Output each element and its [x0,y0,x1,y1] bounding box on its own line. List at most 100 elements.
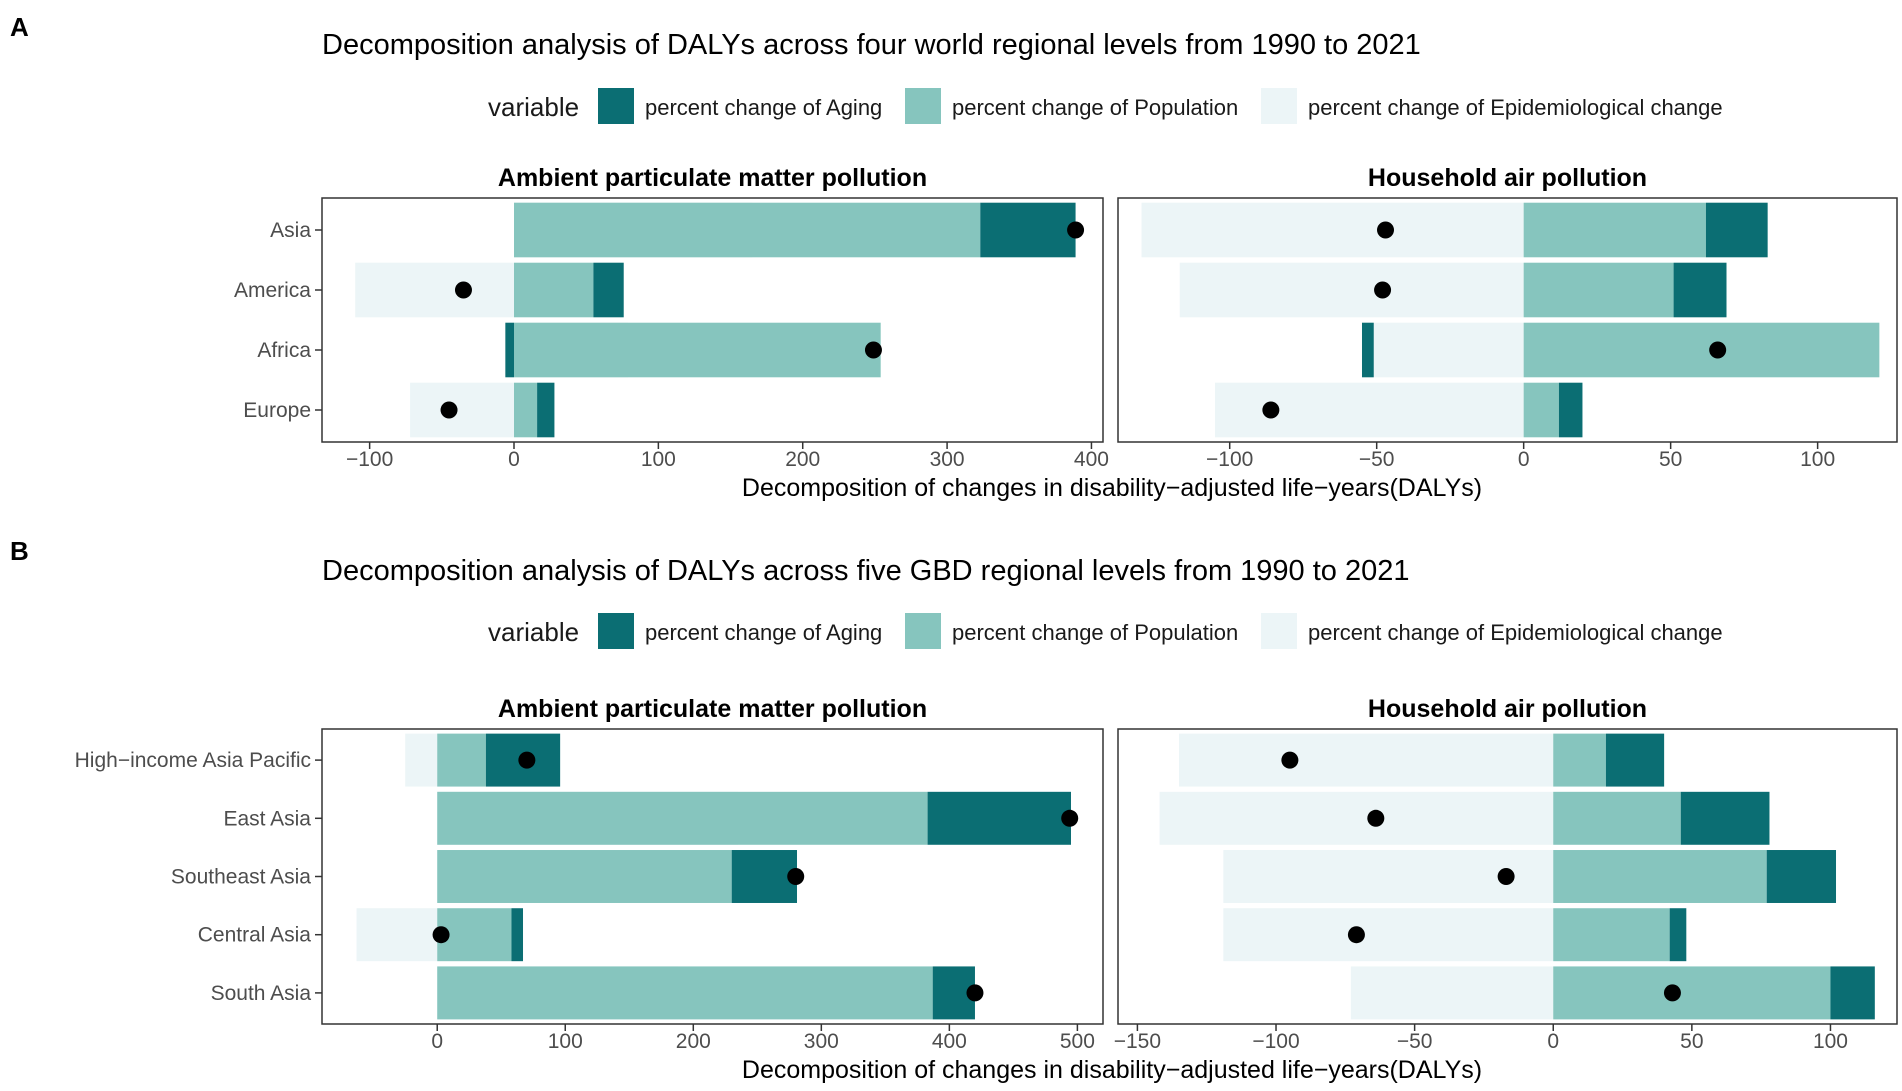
x-tick-label: 100 [1800,448,1835,471]
bar-epidemiological-asia [1141,202,1524,258]
bar-aging-asia [980,202,1076,258]
point-total-southeast-asia [787,868,805,885]
bar-aging-europe [537,382,555,438]
bar-aging-africa [1361,322,1374,378]
bar-population-high-income-asia-pacific [1553,733,1606,787]
x-tick-label: 50 [1659,448,1682,471]
bar-epidemiological-east-asia [1159,791,1554,845]
facet-b-household: Household air pollution −150 −100 −50 0 50 100 [1114,695,1898,1053]
bar-aging-southeast-asia [1766,850,1837,903]
panel-a-legend: variable percent change of Aging percent… [488,88,1723,124]
legend-b-population-label: percent change of Population [952,620,1238,645]
point-total-europe [440,401,458,419]
x-tick-label: 100 [548,1030,583,1053]
point-total-east-asia [1367,809,1385,827]
legend-a-title: variable [488,92,579,122]
facet-b-ambient: Ambient particulate matter pollution High… [75,695,1104,1053]
panel-border [1117,728,1898,1025]
panel-b-label: B [10,536,29,566]
bar-population-america [514,262,594,318]
bar-population-high-income-asia-pacific [437,733,486,787]
point-total-africa [1709,341,1727,359]
point-total-europe [1262,401,1280,419]
bar-population-africa [514,322,881,378]
facet-a-household: Household air pollution −100 −50 0 50 100 [1117,164,1898,471]
point-total-high-income-asia-pacific [518,751,536,769]
y-tick-label: East Asia [223,807,311,830]
y-tick-label: Asia [270,219,311,242]
bar-population-america [1523,262,1674,318]
point-total-america [454,281,472,299]
bar-aging-south-asia [1830,966,1875,1020]
panel-border [1117,197,1898,443]
y-tick-label: Central Asia [198,924,312,947]
bar-aging-central-asia [1669,908,1687,962]
legend-a-population-swatch [905,88,941,124]
bar-epidemiological-america [1179,262,1524,318]
bar-population-southeast-asia [437,850,732,903]
legend-a-population-label: percent change of Population [952,95,1238,120]
legend-b-epidemiological-swatch [1261,613,1297,649]
x-tick-label: −100 [1206,448,1253,471]
bar-aging-southeast-asia [731,850,798,903]
legend-b-population-swatch [905,613,941,649]
bar-population-asia [1523,202,1706,258]
bar-epidemiological-south-asia [1350,966,1554,1020]
x-tick-label: 100 [641,448,676,471]
panel-a-xlabel: Decomposition of changes in disability−a… [742,474,1482,502]
point-total-america [1374,281,1392,299]
bar-population-east-asia [1553,791,1681,845]
x-tick-label: 200 [676,1030,711,1053]
x-tick-label: 100 [1813,1030,1848,1053]
bar-aging-east-asia [927,791,1071,845]
bar-aging-east-asia [1680,791,1770,845]
bar-epidemiological-africa [1373,322,1524,378]
bar-epidemiological-high-income-asia-pacific [1178,733,1554,787]
panel-border [321,728,1104,1025]
bar-epidemiological-europe [1215,382,1524,438]
legend-a-epidemiological-label: percent change of Epidemiological change [1308,95,1723,120]
x-tick-label: −50 [1359,448,1395,471]
y-tick-label: High−income Asia Pacific [75,749,311,772]
x-tick-label: 0 [1518,448,1530,471]
point-total-central-asia [1347,926,1365,944]
point-total-east-asia [1061,809,1079,827]
point-total-central-asia [432,926,450,944]
bar-aging-africa [505,322,515,378]
facet-a-ambient: Ambient particulate matter pollution Asia… [234,164,1109,471]
bar-epidemiological-america [355,262,515,318]
bar-aging-high-income-asia-pacific [1605,733,1665,787]
bar-aging-america [1673,262,1727,318]
x-tick-label: 300 [930,448,965,471]
facet-title: Household air pollution [1368,695,1647,723]
bar-population-europe [1523,382,1559,438]
x-tick-label: 0 [508,448,520,471]
x-tick-label: −100 [346,448,393,471]
bar-population-east-asia [437,791,928,845]
y-tick-label: Europe [243,399,311,422]
x-tick-label: 0 [431,1030,443,1053]
x-tick-label: 50 [1680,1030,1703,1053]
y-tick-label: Africa [257,339,311,362]
x-tick-label: −150 [1114,1030,1161,1053]
legend-a-aging-label: percent change of Aging [645,95,882,120]
bar-aging-europe [1558,382,1583,438]
facet-title: Ambient particulate matter pollution [498,695,927,723]
bar-population-central-asia [1553,908,1670,962]
legend-a-epidemiological-swatch [1261,88,1297,124]
y-tick-label: South Asia [211,982,312,1005]
legend-b-title: variable [488,617,579,647]
panel-border [321,197,1104,443]
legend-b-epidemiological-label: percent change of Epidemiological change [1308,620,1723,645]
bar-epidemiological-high-income-asia-pacific [405,733,438,787]
x-tick-label: 0 [1547,1030,1559,1053]
point-total-southeast-asia [1497,868,1515,885]
x-tick-label: −50 [1397,1030,1433,1053]
x-tick-label: 500 [1060,1030,1095,1053]
point-total-asia [1067,221,1085,239]
panel-a-title: Decomposition analysis of DALYs across f… [322,29,1421,61]
point-total-south-asia [1663,984,1681,1002]
point-total-south-asia [966,984,984,1002]
panel-b-title: Decomposition analysis of DALYs across f… [322,555,1410,587]
